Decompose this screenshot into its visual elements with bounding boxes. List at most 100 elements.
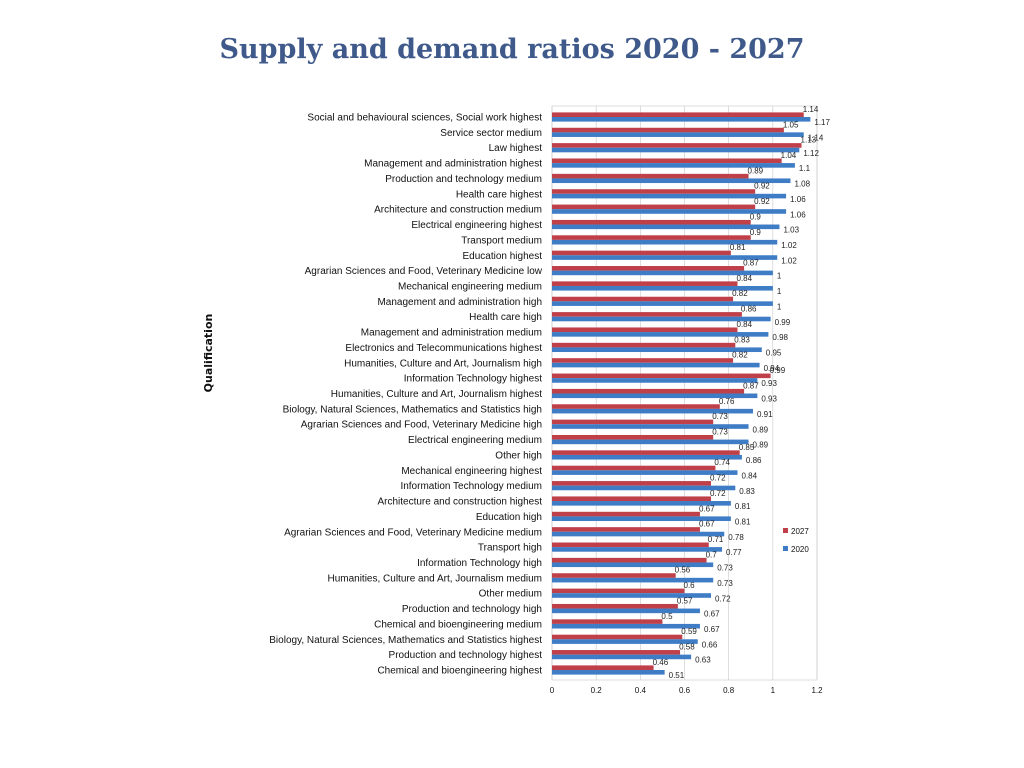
- value-label-2027: 0.73: [712, 412, 728, 421]
- bar-2020: [552, 378, 758, 383]
- value-label-2027: 0.71: [708, 535, 724, 544]
- bar-2020: [552, 163, 795, 168]
- category-label: Production and technology medium: [385, 174, 542, 185]
- value-label-2027: 0.9: [750, 212, 762, 221]
- category-label: Chemical and bioengineering highest: [377, 666, 542, 677]
- value-label-2027: 1.05: [783, 120, 799, 129]
- x-tick-label: 0.6: [679, 686, 691, 695]
- value-label-2020: 1: [777, 287, 782, 296]
- value-label-2020: 1.03: [783, 226, 799, 235]
- value-label-2020: 0.78: [728, 533, 744, 542]
- value-label-2027: 0.84: [737, 320, 753, 329]
- category-label: Humanities, Culture and Art, Journalism …: [327, 573, 542, 584]
- category-label: Electrical engineering highest: [411, 220, 542, 231]
- slide-title: Supply and demand ratios 2020 - 2027: [219, 34, 805, 65]
- value-label-2020: 1.12: [803, 149, 819, 158]
- bar-2027: [552, 281, 738, 286]
- bar-2027: [552, 404, 720, 409]
- bar-2027: [552, 419, 714, 425]
- value-label-2027: 0.67: [699, 520, 715, 529]
- category-label: Biology, Natural Sciences, Mathematics a…: [283, 404, 542, 415]
- bar-2020: [552, 470, 738, 475]
- value-label-2020: 1.1: [799, 164, 811, 173]
- bar-2027: [552, 481, 711, 486]
- value-label-2027: 0.72: [710, 489, 726, 498]
- bar-2020: [552, 454, 742, 460]
- value-label-2020: 0.67: [704, 625, 720, 634]
- category-label: Mechanical engineering highest: [401, 466, 542, 477]
- value-label-2027: 0.89: [748, 166, 764, 175]
- bar-2027: [552, 112, 804, 117]
- bar-2027: [552, 358, 734, 363]
- legend-swatch-2027: [783, 528, 788, 533]
- bar-2027: [552, 143, 802, 148]
- category-label: Agrarian Sciences and Food, Veterinary M…: [305, 266, 543, 277]
- value-label-2020: 1.08: [795, 180, 811, 189]
- bar-2027: [552, 511, 700, 517]
- category-label: Production and technology highest: [389, 650, 543, 661]
- value-label-2027: 1.13: [801, 136, 817, 145]
- bar-2027: [552, 296, 734, 302]
- bar-2020: [552, 547, 723, 552]
- bar-series: [552, 112, 811, 675]
- category-label: Chemical and bioengineering medium: [374, 619, 542, 630]
- bar-2027: [552, 465, 716, 471]
- bar-2027: [552, 312, 742, 317]
- category-label: Management and administration high: [377, 297, 542, 308]
- y-axis-title: Qualification: [202, 314, 215, 393]
- value-label-2027: 0.9: [750, 228, 762, 237]
- category-labels: Social and behavioural sciences, Social …: [269, 113, 543, 677]
- value-label-2027: 0.74: [714, 458, 730, 467]
- bar-2027: [552, 388, 745, 394]
- bar-2020: [552, 393, 758, 399]
- category-label: Architecture and construction highest: [377, 497, 542, 508]
- value-label-2020: 0.81: [735, 502, 751, 511]
- value-label-2027: 0.73: [712, 427, 728, 436]
- value-label-2020: 1: [777, 302, 782, 311]
- value-label-2020: 1.02: [781, 256, 797, 265]
- value-label-2020: 0.83: [739, 487, 755, 496]
- bar-2027: [552, 557, 707, 563]
- bar-2020: [552, 501, 731, 506]
- category-label: Education high: [476, 512, 542, 523]
- category-label: Agrarian Sciences and Food, Veterinary M…: [301, 420, 542, 431]
- bar-2020: [552, 270, 773, 276]
- bar-2020: [552, 224, 780, 230]
- bar-2027: [552, 250, 731, 256]
- value-label-2027: 0.7: [706, 550, 718, 559]
- bar-2020: [552, 516, 731, 521]
- category-label: Management and administration highest: [364, 159, 542, 170]
- value-label-2020: 0.95: [766, 349, 782, 358]
- bar-2020: [552, 347, 762, 353]
- bar-2027: [552, 342, 736, 348]
- bar-2020: [552, 332, 769, 337]
- value-label-2020: 0.89: [753, 441, 769, 450]
- value-label-2027: 0.87: [743, 259, 759, 268]
- category-label: Humanities, Culture and Art, Journalism …: [344, 358, 542, 369]
- value-label-2027: 0.81: [730, 243, 746, 252]
- bar-2027: [552, 173, 749, 179]
- bar-2027: [552, 650, 681, 655]
- x-tick-label: 0.4: [635, 686, 647, 695]
- value-label-2020: 0.72: [715, 594, 731, 603]
- value-label-2027: 0.59: [681, 627, 697, 636]
- value-label-2020: 0.99: [775, 318, 791, 327]
- value-label-2020: 0.77: [726, 548, 742, 557]
- category-label: Law highest: [489, 143, 543, 154]
- legend-swatch-2020: [783, 546, 788, 551]
- bar-2020: [552, 485, 736, 491]
- value-label-2027: 0.57: [677, 596, 693, 605]
- bar-2020: [552, 285, 773, 291]
- bar-2027: [552, 158, 782, 164]
- bar-2020: [552, 239, 778, 245]
- value-label-2027: 0.82: [732, 351, 748, 360]
- bar-2027: [552, 204, 756, 210]
- category-label: Electronics and Telecommunications highe…: [345, 343, 542, 354]
- category-label: Management and administration medium: [361, 328, 542, 339]
- x-tick-label: 1: [771, 686, 776, 695]
- category-label: Service sector medium: [440, 128, 542, 139]
- value-label-2020: 0.98: [772, 333, 788, 342]
- value-label-2020: 1.06: [790, 210, 806, 219]
- category-label: Other high: [495, 450, 542, 461]
